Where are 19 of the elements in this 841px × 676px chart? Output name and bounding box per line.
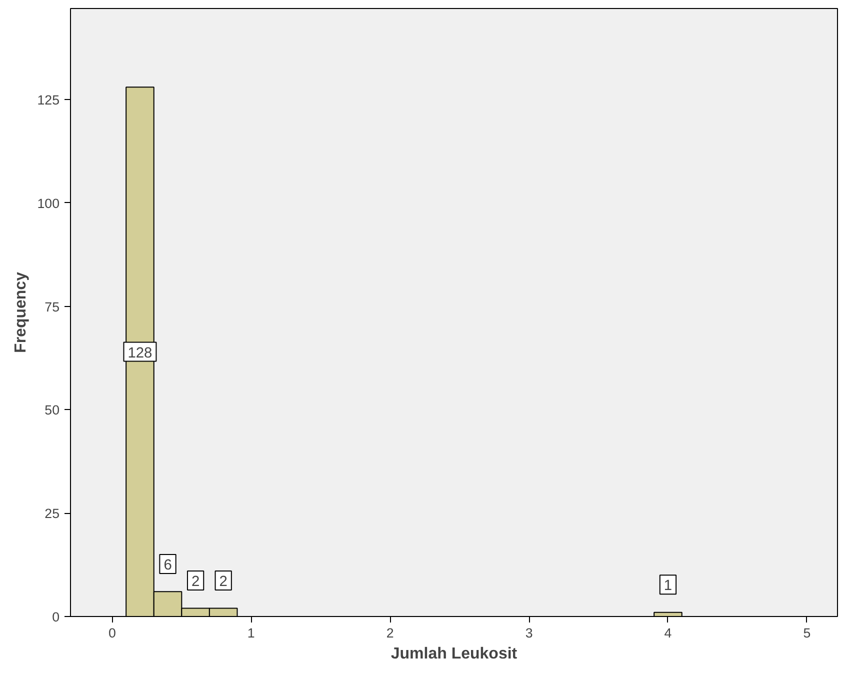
x-tick-label: 2	[386, 626, 394, 640]
y-tick-label: 50	[44, 402, 60, 418]
data-label: 2	[219, 574, 228, 590]
y-axis-title: Frequency	[12, 272, 30, 353]
data-label: 2	[191, 574, 200, 590]
x-tick-label: 5	[803, 626, 811, 640]
x-tick-label: 3	[525, 626, 533, 640]
x-tick-label: 1	[247, 626, 255, 640]
y-tick-label: 25	[44, 506, 60, 522]
y-tick-label: 75	[44, 299, 60, 314]
x-axis-title: Jumlah Leukosit	[390, 646, 518, 662]
data-label: 128	[128, 345, 152, 362]
data-label: 1	[664, 578, 672, 594]
x-tick-label: 0	[108, 626, 116, 640]
data-label: 6	[164, 557, 172, 574]
y-tick-label: 125	[37, 92, 60, 108]
y-tick-label: 0	[52, 610, 60, 624]
y-tick-label: 100	[37, 196, 60, 211]
x-tick-label: 4	[664, 626, 672, 640]
